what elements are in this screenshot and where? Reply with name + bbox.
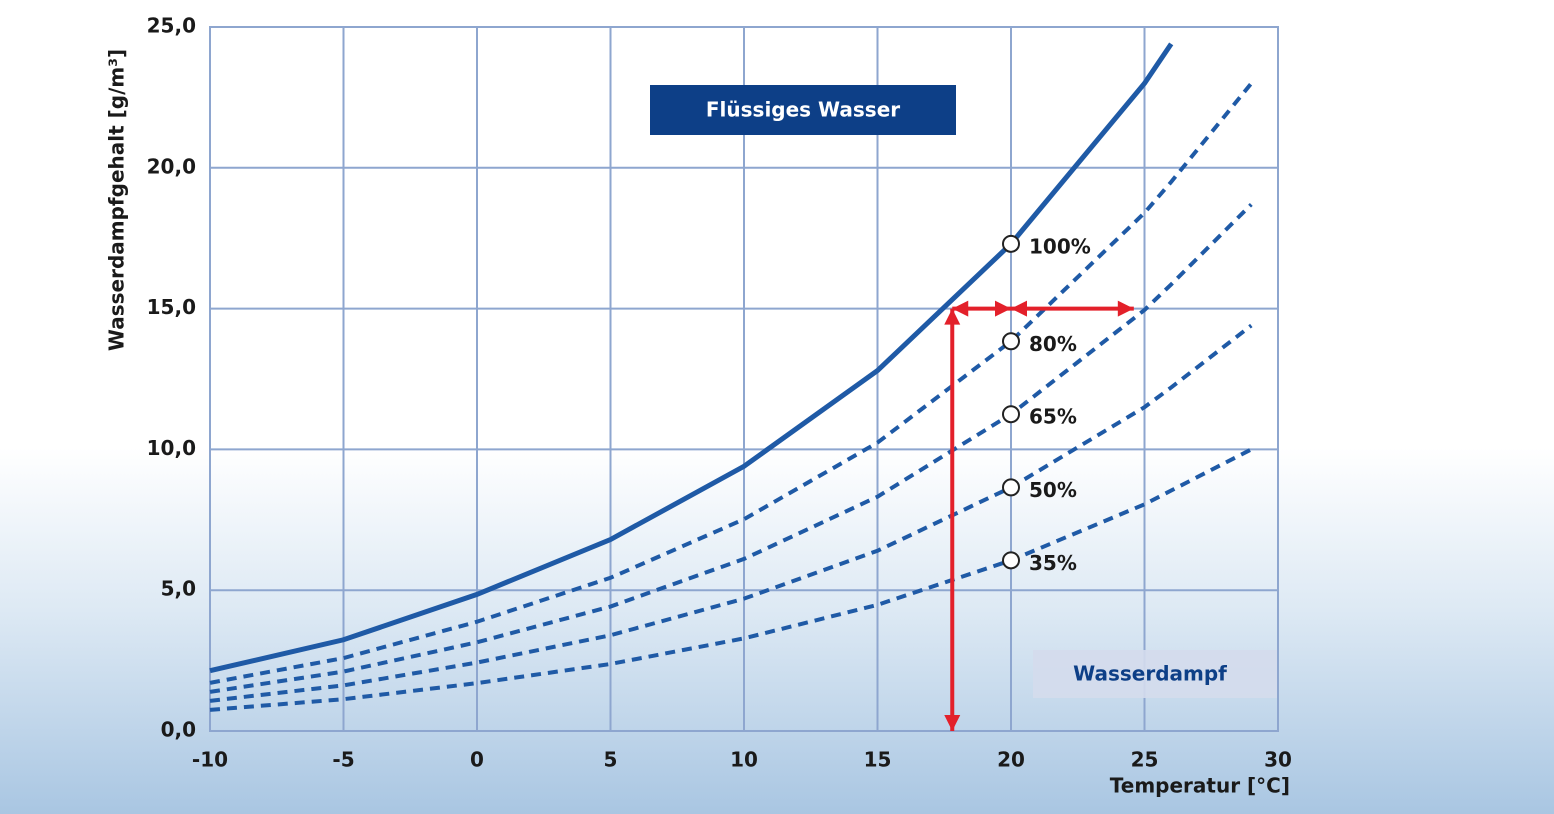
x-tick-label: 5 [604,748,618,772]
y-tick-label: 25,0 [147,14,196,38]
annotation: Wasserdampf [1033,650,1277,698]
y-tick-label: 5,0 [161,577,196,601]
x-tick-label: -5 [332,748,354,772]
point-marker [1003,479,1019,495]
point-label: 80% [1029,332,1077,356]
point-label: 50% [1029,478,1077,502]
x-tick-label: 30 [1264,748,1292,772]
point-marker [1003,552,1019,568]
annotation-text: Flüssiges Wasser [706,98,900,122]
point-label: 35% [1029,551,1077,575]
y-tick-label: 15,0 [147,295,196,319]
y-tick-label: 20,0 [147,154,196,178]
y-axis-label: Wasserdampfgehalt [g/m³] [105,49,129,351]
x-tick-label: 25 [1131,748,1159,772]
x-axis-label: Temperatur [°C] [1110,774,1290,798]
chart: Wasserdampfgehalt [g/m³] Temperatur [°C]… [0,0,1554,814]
annotation-text: Wasserdampf [1073,662,1227,686]
point-label: 65% [1029,405,1077,429]
point-marker [1003,333,1019,349]
x-tick-label: -10 [192,748,228,772]
y-tick-label: 10,0 [147,436,196,460]
x-tick-label: 0 [470,748,484,772]
y-tick-label: 0,0 [161,718,196,742]
point-marker [1003,406,1019,422]
x-tick-label: 15 [864,748,892,772]
point-label: 100% [1029,234,1091,258]
page: Wasserdampfgehalt [g/m³] Temperatur [°C]… [0,0,1554,814]
x-tick-label: 20 [997,748,1025,772]
point-marker [1003,236,1019,252]
x-tick-label: 10 [730,748,758,772]
annotation: Flüssiges Wasser [650,85,956,135]
